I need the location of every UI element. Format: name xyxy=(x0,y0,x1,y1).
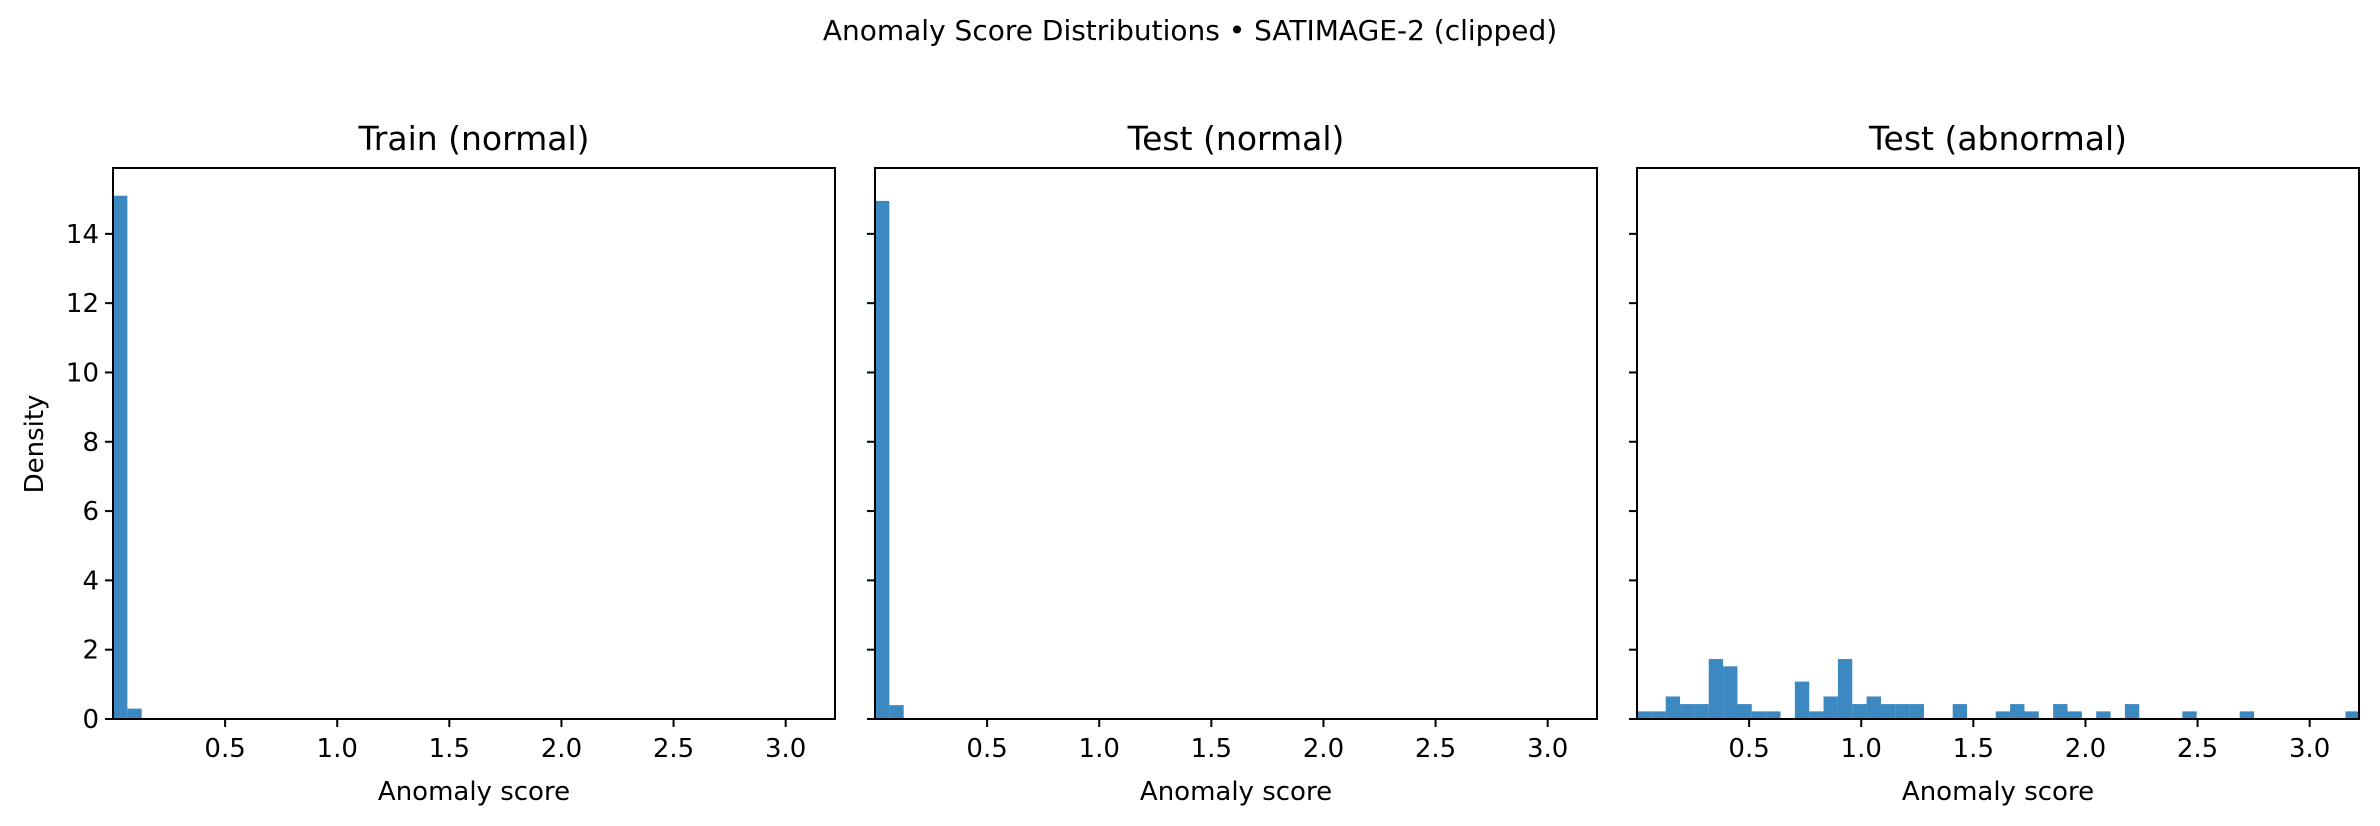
y-tick-label: 14 xyxy=(66,220,99,250)
y-axis-label: Density xyxy=(20,395,50,494)
histogram-bar xyxy=(875,200,890,719)
histogram-bar xyxy=(2010,704,2025,719)
panel-title: Train (normal) xyxy=(357,119,589,158)
y-tick-label: 8 xyxy=(82,428,99,458)
histogram-bar xyxy=(1637,711,1652,719)
histogram-bar xyxy=(1866,696,1881,719)
histogram-bar xyxy=(1794,681,1810,719)
panel-train-normal: Train (normal) 0 2 4 6 8 10 12 14 0.5 1.0 1.5 2.0 2… xyxy=(20,119,836,807)
x-tick-label: 1.5 xyxy=(1191,734,1232,764)
histogram-bar xyxy=(1880,704,1896,719)
x-tick-label: 3.0 xyxy=(2289,734,2330,764)
histogram-bar xyxy=(2182,711,2197,719)
x-axis-ticks: 0.5 1.0 1.5 2.0 2.5 3.0 xyxy=(966,719,1568,764)
bar-group xyxy=(1637,659,2359,719)
bar-group xyxy=(875,200,904,719)
panel-test-normal: Test (normal) 0.5 1.0 1.5 2.0 2.5 3.0 Anomaly… xyxy=(867,119,1598,807)
bar-group xyxy=(113,195,142,719)
x-tick-label: 1.0 xyxy=(317,734,358,764)
y-tick-label: 4 xyxy=(82,566,99,596)
x-tick-label: 2.0 xyxy=(541,734,582,764)
histogram-bar xyxy=(1751,711,1767,719)
histogram-bar xyxy=(1909,704,1925,719)
plot-frame xyxy=(112,167,836,720)
histogram-bar xyxy=(2345,711,2359,719)
histogram-bar xyxy=(1694,704,1709,719)
y-axis-ticks xyxy=(1629,232,1637,720)
y-tick-label: 0 xyxy=(82,705,99,735)
y-tick-label: 6 xyxy=(82,497,99,527)
x-tick-label: 3.0 xyxy=(765,734,806,764)
x-axis-label: Anomaly score xyxy=(1140,777,1332,807)
histogram-bar xyxy=(1766,711,1781,719)
y-tick-label: 10 xyxy=(66,358,99,388)
histogram-bar xyxy=(127,708,142,719)
x-tick-label: 2.0 xyxy=(1303,734,1344,764)
plot-frame xyxy=(874,167,1598,720)
plot-frame xyxy=(1636,167,2360,720)
histogram-bar xyxy=(1708,659,1724,719)
histogram-bar xyxy=(1737,704,1752,719)
y-axis-ticks xyxy=(867,232,875,720)
x-tick-label: 0.5 xyxy=(204,734,245,764)
x-tick-label: 1.0 xyxy=(1841,734,1882,764)
x-tick-label: 0.5 xyxy=(1728,734,1769,764)
x-axis-label: Anomaly score xyxy=(1902,777,2094,807)
x-tick-label: 1.0 xyxy=(1079,734,1120,764)
histogram-bar xyxy=(2239,711,2255,719)
histogram-bar xyxy=(1723,666,1738,719)
histogram-bar xyxy=(2096,711,2111,719)
histogram-bar xyxy=(1651,711,1666,719)
x-tick-label: 1.5 xyxy=(1953,734,1994,764)
x-tick-label: 2.5 xyxy=(2177,734,2218,764)
histogram-bar xyxy=(2053,704,2068,719)
panel-title: Test (abnormal) xyxy=(1868,119,2127,158)
histogram-bar xyxy=(1823,696,1838,719)
y-tick-label: 2 xyxy=(82,636,99,666)
histogram-bar xyxy=(113,195,128,719)
x-tick-label: 0.5 xyxy=(966,734,1007,764)
figure-suptitle: Anomaly Score Distributions • SATIMAGE-2… xyxy=(823,14,1557,47)
histogram-bar xyxy=(1952,704,1968,719)
x-tick-label: 2.0 xyxy=(2065,734,2106,764)
x-axis-ticks: 0.5 1.0 1.5 2.0 2.5 3.0 xyxy=(1728,719,2330,764)
panel-title: Test (normal) xyxy=(1127,119,1345,158)
histogram-bar xyxy=(1895,704,1910,719)
histogram-bar xyxy=(2067,711,2082,719)
x-tick-label: 1.5 xyxy=(429,734,470,764)
histogram-bar xyxy=(2124,704,2140,719)
x-tick-label: 2.5 xyxy=(1415,734,1456,764)
histogram-bar xyxy=(1680,704,1695,719)
histogram-bar xyxy=(1995,711,2011,719)
histogram-bar xyxy=(1852,704,1867,719)
histogram-bar xyxy=(2024,711,2039,719)
x-tick-label: 2.5 xyxy=(653,734,694,764)
histogram-bar xyxy=(889,705,904,719)
x-axis-label: Anomaly score xyxy=(378,777,570,807)
histogram-bar xyxy=(1837,659,1853,719)
y-tick-label: 12 xyxy=(66,289,99,319)
y-axis-ticks: 0 2 4 6 8 10 12 14 xyxy=(66,220,113,735)
x-axis-ticks: 0.5 1.0 1.5 2.0 2.5 3.0 xyxy=(204,719,806,764)
panel-test-abnormal: Test (abnormal) 0.5 1.0 1.5 2.0 2.5 3.0 Anoma… xyxy=(1629,119,2360,807)
x-tick-label: 3.0 xyxy=(1527,734,1568,764)
histogram-bar xyxy=(1665,696,1681,719)
histogram-bar xyxy=(1809,711,1824,719)
